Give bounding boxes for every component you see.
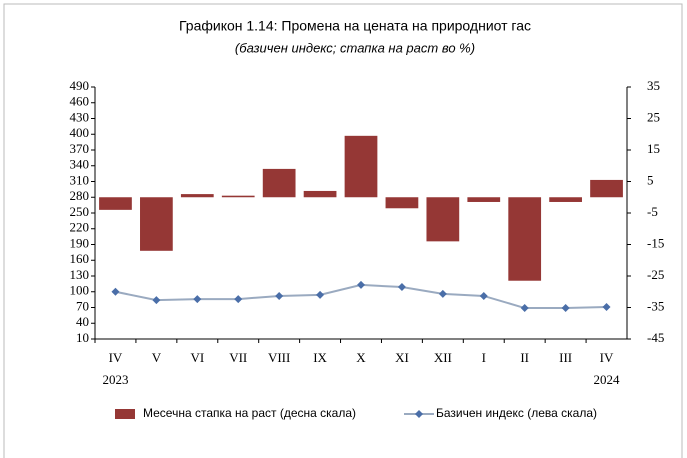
marker <box>193 295 202 304</box>
y2-tick-label: 15 <box>647 141 660 156</box>
bar <box>221 195 255 198</box>
y-tick-label: 130 <box>70 267 90 282</box>
bar <box>140 197 173 251</box>
y-tick-label: 460 <box>70 94 90 109</box>
x-tick-label: II <box>520 350 529 365</box>
y2-tick-label: 25 <box>647 109 660 124</box>
x-tick-label: IX <box>313 350 327 365</box>
bar <box>467 197 501 202</box>
marker <box>479 291 488 300</box>
bar <box>385 197 419 209</box>
marker <box>397 283 406 292</box>
x-tick-label: IV <box>109 350 123 365</box>
x-tick-label: VIII <box>268 350 290 365</box>
legend-label: Месечна стапка на раст (десна скала) <box>143 406 356 420</box>
bar <box>303 190 337 198</box>
y-tick-label: 190 <box>70 235 90 250</box>
legend-marker <box>415 410 423 418</box>
x-tick-label: X <box>356 350 366 365</box>
y-tick-label: 430 <box>70 109 90 124</box>
y-tick-label: 100 <box>70 283 90 298</box>
marker <box>111 287 120 296</box>
y2-tick-label: -5 <box>647 204 658 219</box>
chart-title: Графикон 1.14: Промена на цената на прир… <box>179 18 531 34</box>
y-tick-label: 400 <box>70 125 90 140</box>
x-tick-label: V <box>152 350 162 365</box>
marker <box>561 304 570 313</box>
bar <box>262 168 296 198</box>
y2-tick-label: 5 <box>647 172 654 187</box>
bar <box>180 194 214 198</box>
x-tick-label: XII <box>434 350 452 365</box>
x-tick-label: VII <box>229 350 247 365</box>
y-tick-label: 10 <box>76 330 89 345</box>
legend-label: Базичен индекс (лева скала) <box>436 406 597 420</box>
year-label: 2023 <box>102 372 128 387</box>
y-tick-label: 340 <box>70 157 90 172</box>
frame <box>3 3 683 458</box>
bar <box>590 179 623 198</box>
y2-tick-label: 35 <box>647 78 660 93</box>
x-tick-label: VI <box>190 350 204 365</box>
bar <box>99 197 132 210</box>
x-tick-label: XI <box>395 350 409 365</box>
y2-tick-label: -45 <box>647 330 664 345</box>
bar <box>344 135 378 198</box>
chart-subtitle: (базичен индекс; стапка на раст во %) <box>235 40 475 55</box>
marker <box>520 304 529 313</box>
y2-tick-label: -25 <box>647 267 664 282</box>
y-tick-label: 280 <box>70 188 90 203</box>
y-tick-label: 250 <box>70 204 90 219</box>
y-tick-label: 220 <box>70 220 90 235</box>
marker <box>316 290 325 299</box>
y-tick-label: 370 <box>70 141 90 156</box>
x-tick-label: I <box>482 350 486 365</box>
year-label: 2024 <box>594 372 621 387</box>
y2-tick-label: -35 <box>647 298 664 313</box>
legend-swatch <box>115 409 135 419</box>
marker <box>602 302 611 311</box>
x-tick-label: III <box>559 350 572 365</box>
y-tick-label: 70 <box>76 298 89 313</box>
y2-tick-label: -15 <box>647 235 664 250</box>
marker <box>275 291 284 300</box>
marker <box>438 289 447 298</box>
y-tick-label: 310 <box>70 172 90 187</box>
bar <box>549 197 582 202</box>
bar <box>508 197 542 281</box>
x-tick-label: IV <box>600 350 614 365</box>
y-tick-label: 160 <box>70 251 90 266</box>
y-tick-label: 490 <box>70 78 90 93</box>
bar <box>426 197 460 242</box>
marker <box>234 295 243 304</box>
marker <box>357 280 365 289</box>
y-tick-label: 40 <box>76 314 89 329</box>
marker <box>152 296 161 305</box>
